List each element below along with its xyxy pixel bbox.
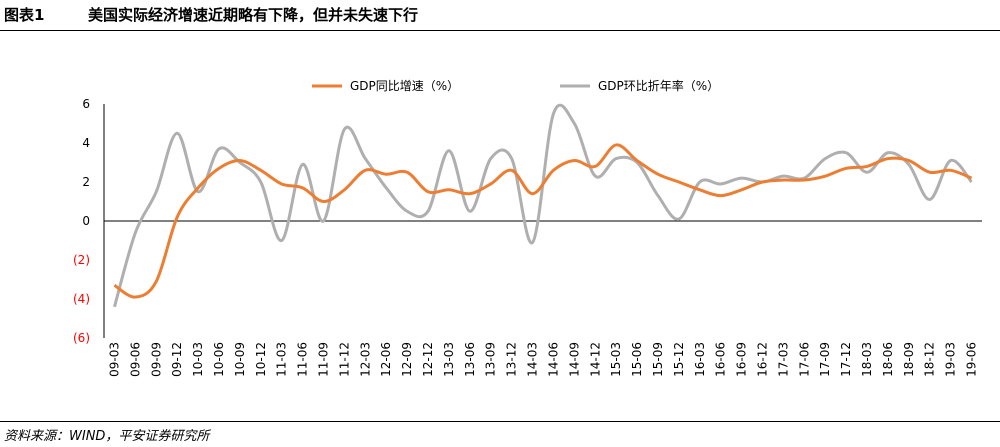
y-tick-label: 2	[82, 175, 90, 189]
x-tick-label: 10-09	[233, 342, 247, 377]
x-tick-label: 17-03	[776, 342, 790, 377]
x-tick-label: 18-12	[923, 342, 937, 377]
series-line-gdp-qoq	[113, 103, 973, 308]
x-tick-label: 16-09	[735, 342, 749, 377]
y-tick-label: 4	[82, 136, 90, 150]
x-tick-label: 13-06	[463, 342, 477, 377]
y-tick-labels: 6 4 2 0 (2) (4) (6)	[73, 97, 90, 345]
legend-label-gdp-qoq: GDP环比折年率（%）	[598, 78, 719, 93]
x-tick-label: 18-06	[881, 342, 895, 377]
x-tick-label: 10-03	[191, 342, 205, 377]
y-tick-label: (6)	[73, 331, 90, 345]
x-tick-label: 14-06	[546, 342, 560, 377]
figure-header: 图表1 美国实际经济增速近期略有下降，但并未失速下行	[0, 0, 1000, 30]
x-tick-label: 09-12	[170, 342, 184, 377]
x-tick-label: 15-12	[672, 342, 686, 377]
top-rule	[0, 30, 1000, 31]
x-tick-label: 15-09	[651, 342, 665, 377]
x-tick-label: 10-06	[212, 342, 226, 377]
x-tick-label: 10-12	[254, 342, 268, 377]
x-tick-label: 14-09	[567, 342, 581, 377]
x-tick-label: 18-03	[860, 342, 874, 377]
x-tick-label: 14-03	[526, 342, 540, 377]
x-tick-label: 17-09	[818, 342, 832, 377]
x-tick-label: 12-12	[421, 342, 435, 377]
x-tick-label: 11-09	[317, 342, 331, 377]
figure-title: 美国实际经济增速近期略有下降，但并未失速下行	[88, 6, 419, 24]
y-tick-label: 0	[82, 214, 90, 228]
x-tick-labels: 09-03 09-06 09-09 09-12 10-03 10-06 10-09 10-12…	[107, 342, 978, 377]
x-tick-label: 15-06	[630, 342, 644, 377]
source-note: 资料来源：WIND，平安证券研究所	[4, 429, 210, 444]
x-tick-label: 12-03	[358, 342, 372, 377]
x-tick-label: 16-12	[756, 342, 770, 377]
y-tick-label: (2)	[73, 253, 90, 267]
x-tick-label: 19-03	[944, 342, 958, 377]
x-tick-label: 16-06	[714, 342, 728, 377]
x-tick-label: 19-06	[965, 342, 979, 377]
series-layer	[113, 103, 973, 308]
x-tick-label: 17-12	[839, 342, 853, 377]
y-tick-label: (4)	[73, 292, 90, 306]
x-tick-label: 17-06	[797, 342, 811, 377]
x-tick-label: 18-09	[902, 342, 916, 377]
x-tick-label: 12-09	[400, 342, 414, 377]
series-line-gdp-yoy	[113, 143, 973, 299]
line-chart: GDP同比增速（%） GDP环比折年率（%） 6 4 2 0 (2) (4) (6) 09-…	[73, 78, 982, 377]
legend: GDP同比增速（%） GDP环比折年率（%）	[312, 78, 719, 93]
x-tick-label: 14-12	[588, 342, 602, 377]
x-tick-label: 11-06	[296, 342, 310, 377]
bottom-rule	[0, 421, 1000, 422]
x-tick-label: 11-12	[337, 342, 351, 377]
x-tick-label: 09-03	[107, 342, 121, 377]
x-tick-label: 13-12	[505, 342, 519, 377]
x-tick-label: 13-03	[442, 342, 456, 377]
x-tick-label: 13-09	[484, 342, 498, 377]
x-tick-label: 12-06	[379, 342, 393, 377]
x-tick-label: 15-03	[609, 342, 623, 377]
legend-label-gdp-yoy: GDP同比增速（%）	[350, 79, 459, 93]
y-tick-label: 6	[82, 97, 90, 111]
x-tick-label: 09-09	[149, 342, 163, 377]
x-tick-label: 09-06	[128, 342, 142, 377]
x-tick-label: 11-03	[275, 342, 289, 377]
figure-label: 图表1	[4, 6, 45, 24]
x-tick-label: 16-03	[693, 342, 707, 377]
